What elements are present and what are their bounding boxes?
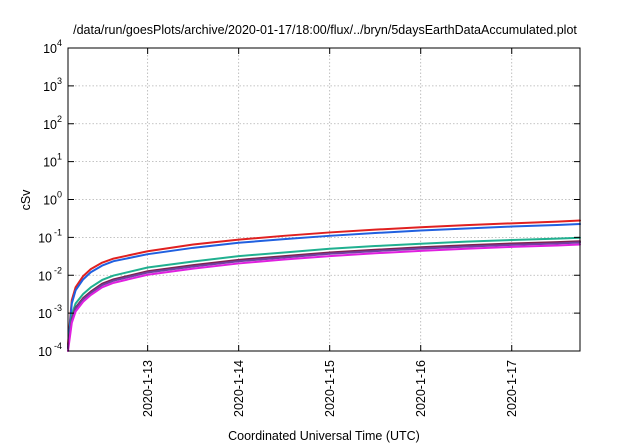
y-tick-exponent: -3	[54, 303, 62, 313]
y-tick-label: -210	[38, 265, 62, 283]
y-tick-label: -310	[38, 303, 62, 321]
y-tick-base: 10	[43, 80, 57, 94]
series-layer	[67, 219, 581, 352]
y-tick-label: -110	[38, 227, 62, 245]
chart-title: /data/run/goesPlots/archive/2020-01-17/1…	[73, 23, 577, 37]
series-line-2	[67, 223, 581, 349]
y-axis-label: cSv	[19, 189, 33, 211]
y-tick-label: 210	[43, 114, 62, 132]
y-tick-base: 10	[38, 307, 52, 321]
y-tick-exponent: -1	[54, 227, 62, 237]
y-tick-exponent: -4	[54, 341, 62, 351]
series-line-1	[67, 219, 581, 346]
y-tick-exponent: 0	[57, 190, 62, 200]
y-tick-exponent: -2	[54, 265, 62, 275]
y-tick-label: 010	[43, 190, 62, 208]
y-tick-label: 410	[43, 38, 62, 56]
grid	[68, 48, 580, 351]
y-tick-base: 10	[38, 345, 52, 359]
x-tick-label: 2020-1-14	[232, 360, 246, 417]
x-axis-label: Coordinated Universal Time (UTC)	[228, 429, 420, 443]
y-tick-exponent: 1	[57, 152, 62, 162]
y-tick-label: -410	[38, 341, 62, 359]
y-tick-label: 110	[43, 152, 62, 170]
y-tick-base: 10	[43, 156, 57, 170]
y-tick-exponent: 4	[57, 38, 62, 48]
series-line-5	[67, 241, 581, 349]
series-line-6	[67, 243, 581, 352]
x-tick-label: 2020-1-13	[141, 360, 155, 417]
y-tick-exponent: 3	[57, 76, 62, 86]
x-tick-label: 2020-1-16	[414, 360, 428, 417]
y-tick-base: 10	[43, 42, 57, 56]
ticks: -410-310-210-1100101102103104102020-1-13…	[38, 38, 580, 417]
y-tick-base: 10	[38, 269, 52, 283]
y-tick-label: 310	[43, 76, 62, 94]
y-tick-exponent: 2	[57, 114, 62, 124]
series-line-3	[67, 236, 581, 349]
y-tick-base: 10	[38, 231, 52, 245]
y-tick-base: 10	[43, 118, 57, 132]
x-tick-label: 2020-1-17	[505, 360, 519, 417]
y-tick-base: 10	[43, 194, 57, 208]
x-tick-label: 2020-1-15	[323, 360, 337, 417]
